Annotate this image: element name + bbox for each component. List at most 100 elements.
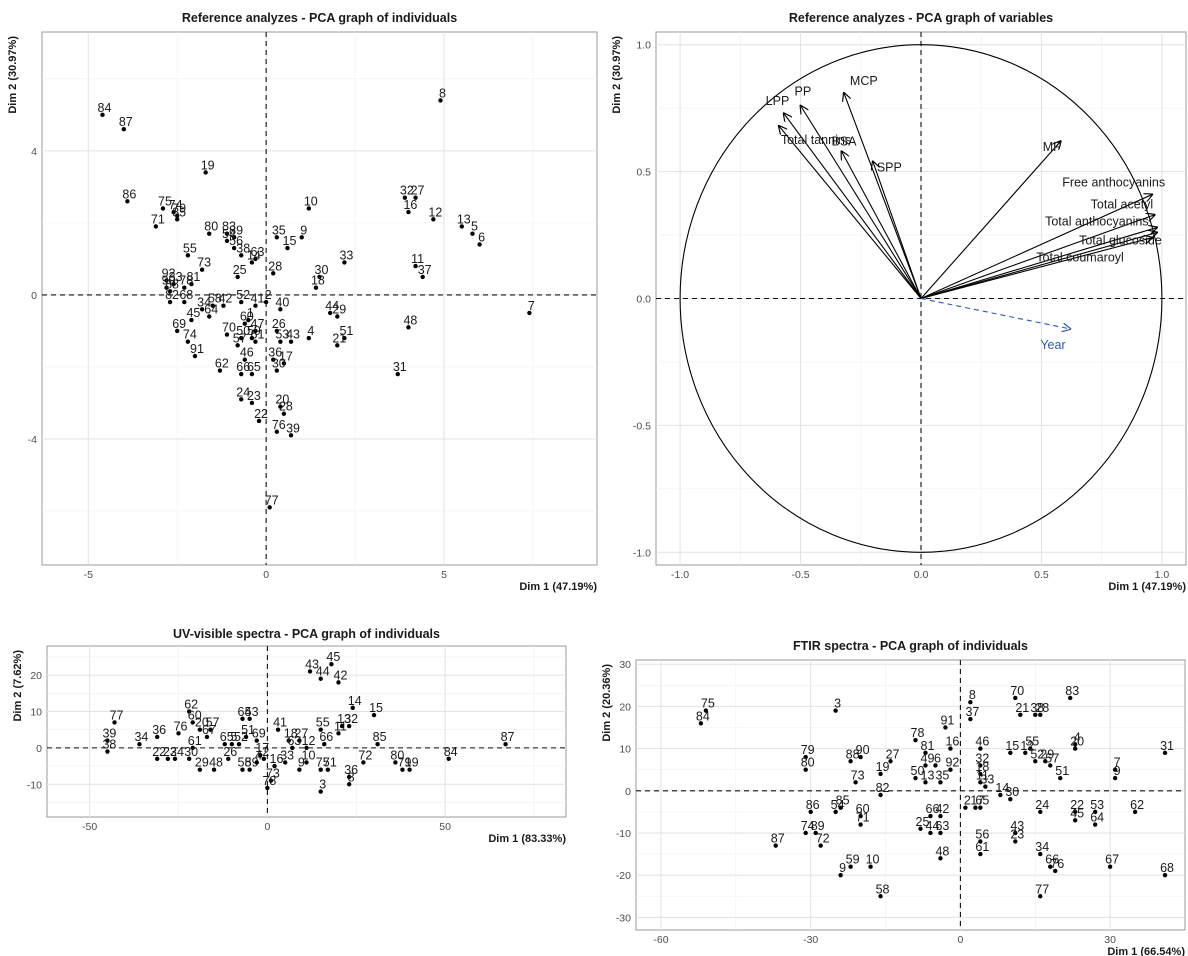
point-marker (210, 303, 215, 308)
point-label: 21 (1015, 701, 1029, 715)
point-marker (393, 760, 398, 765)
point-label: 27 (886, 747, 900, 761)
data-point: 22 (152, 745, 166, 761)
point-marker (189, 317, 194, 323)
point-label: 75 (701, 697, 715, 711)
point-marker (105, 749, 110, 754)
point-marker (318, 676, 323, 681)
point-label: 20 (275, 393, 289, 407)
point-marker (361, 760, 366, 765)
point-marker (402, 195, 408, 200)
point-marker (928, 830, 933, 836)
point-marker (167, 299, 173, 305)
point-label: 85 (172, 205, 186, 219)
point-label: 71 (323, 756, 337, 770)
data-point: 22 (1070, 798, 1084, 815)
point-label: 24 (1035, 798, 1049, 812)
data-point: 8 (346, 770, 355, 787)
point-label: 72 (816, 832, 830, 846)
point-marker (335, 343, 340, 348)
point-label: 62 (184, 697, 198, 711)
point-label: 44 (316, 665, 330, 679)
point-marker (164, 285, 169, 290)
point-marker (1073, 746, 1078, 751)
data-point: 9 (1112, 764, 1121, 781)
data-point: 45 (1070, 806, 1084, 823)
point-marker (1112, 767, 1118, 772)
variable-arrow (842, 151, 922, 299)
point-marker (207, 314, 212, 319)
point-label: 10 (302, 748, 316, 762)
point-label: 89 (229, 223, 243, 237)
point-label: 91 (940, 714, 954, 728)
data-point: 2 (261, 745, 269, 761)
data-point: 30 (1005, 785, 1019, 802)
point-label: 71 (856, 811, 870, 825)
chart-title: FTIR spectra - PCA graph of individuals (793, 639, 1028, 653)
data-point: 36 (152, 723, 166, 740)
data-point: 81 (921, 739, 934, 756)
point-marker (304, 760, 309, 765)
data-point: 60 (856, 802, 870, 819)
y-tick-label: 0.5 (636, 167, 651, 179)
point-marker (239, 253, 244, 258)
point-label: 33 (339, 248, 353, 262)
data-point: 37 (418, 263, 432, 280)
variable-arrow (920, 194, 1152, 300)
point-label: 51 (241, 723, 255, 737)
point-marker (1023, 750, 1028, 756)
variable-arrow (801, 106, 922, 299)
data-point: 16 (403, 198, 417, 215)
point-marker (263, 299, 269, 305)
point-label: 29 (195, 756, 209, 770)
point-label: 76 (1050, 857, 1064, 871)
point-marker (1038, 809, 1043, 815)
variable-arrow (844, 93, 922, 299)
variable-arrow (920, 141, 1061, 299)
point-marker (322, 742, 327, 747)
point-label: 19 (876, 760, 890, 774)
point-label: 67 (1105, 853, 1119, 867)
point-label: 47 (251, 317, 265, 331)
data-point: 79 (801, 743, 815, 760)
point-label: 16 (270, 752, 284, 766)
point-marker (174, 213, 180, 218)
point-label: 30 (272, 357, 286, 371)
point-marker (938, 780, 943, 785)
data-point: 65 (975, 794, 989, 810)
data-point: 25 (916, 815, 929, 831)
data-point: 73 (266, 767, 280, 783)
data-point: 48 (935, 844, 949, 861)
variable-arrow (920, 227, 1157, 300)
data-point: 83 (222, 220, 236, 236)
data-point: 4 (306, 324, 314, 341)
point-marker (978, 771, 983, 777)
data-point: 48 (209, 756, 223, 772)
point-label: 23 (247, 389, 261, 403)
point-marker (203, 170, 208, 175)
point-marker (459, 224, 465, 229)
point-label: 22 (152, 745, 166, 759)
point-marker (171, 281, 176, 287)
point-label: 92 (945, 756, 959, 770)
point-label: 53 (245, 705, 259, 719)
point-marker (239, 371, 244, 377)
variable-vector: PP (795, 85, 922, 299)
point-marker (923, 763, 928, 768)
y-tick-label: 20 (619, 701, 631, 713)
point-label: 42 (218, 292, 232, 306)
data-point: 38 (236, 241, 250, 258)
point-label: 4 (307, 324, 314, 338)
variable-arrow (920, 233, 1157, 300)
point-marker (306, 206, 312, 211)
data-point: 16 (945, 735, 959, 751)
point-label: 80 (390, 748, 404, 762)
point-label: 11 (411, 252, 424, 266)
x-tick-label: -60 (653, 934, 668, 946)
point-label: 13 (337, 712, 351, 726)
point-marker (197, 727, 203, 732)
point-label: 74 (183, 328, 197, 342)
data-point: 13 (337, 712, 351, 729)
point-marker (317, 274, 322, 280)
data-point: 24 (1035, 798, 1049, 815)
